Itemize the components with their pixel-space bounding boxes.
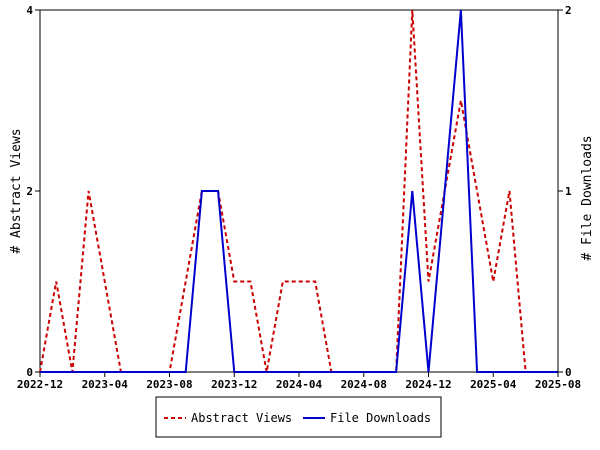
y-left-title: # Abstract Views — [9, 128, 24, 253]
x-tick-label: 2023-04 — [82, 378, 129, 391]
x-tick-label: 2022-12 — [17, 378, 63, 391]
y-right-tick-label: 1 — [565, 185, 572, 198]
x-tick-label: 2023-08 — [146, 378, 192, 391]
y-left-tick-label: 4 — [26, 4, 33, 17]
x-tick-label: 2024-08 — [341, 378, 387, 391]
legend-label-file-downloads: File Downloads — [330, 411, 431, 425]
y-right-tick-label: 2 — [565, 4, 572, 17]
legend-box — [155, 396, 442, 438]
legend: Abstract Views File Downloads — [155, 396, 442, 438]
plot-area — [39, 9, 559, 373]
y-right-tick-label: 0 — [565, 366, 572, 379]
x-tick-label: 2023-12 — [211, 378, 257, 391]
x-tick-label: 2024-12 — [405, 378, 451, 391]
x-tick-label: 2024-04 — [276, 378, 323, 391]
y-left-tick-label: 0 — [26, 366, 33, 379]
x-tick-label: 2025-08 — [535, 378, 581, 391]
legend-label-abstract-views: Abstract Views — [191, 411, 292, 425]
x-tick-label: 2025-04 — [470, 378, 517, 391]
y-left-tick-label: 2 — [26, 185, 33, 198]
y-right-title: # File Downloads — [580, 135, 595, 260]
chart-axes: 2022-12 2023-04 2023-08 2023-12 2024-04 2024-… — [17, 4, 581, 391]
